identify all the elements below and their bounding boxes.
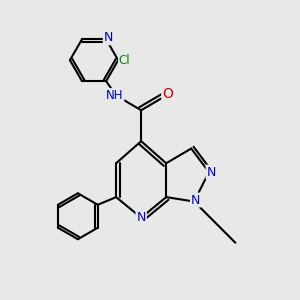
Text: N: N (191, 194, 200, 207)
Text: N: N (136, 211, 146, 224)
Text: NH: NH (106, 89, 123, 102)
Text: O: O (162, 87, 173, 101)
Text: N: N (207, 166, 216, 178)
Text: N: N (104, 31, 113, 44)
Text: Cl: Cl (119, 54, 130, 67)
